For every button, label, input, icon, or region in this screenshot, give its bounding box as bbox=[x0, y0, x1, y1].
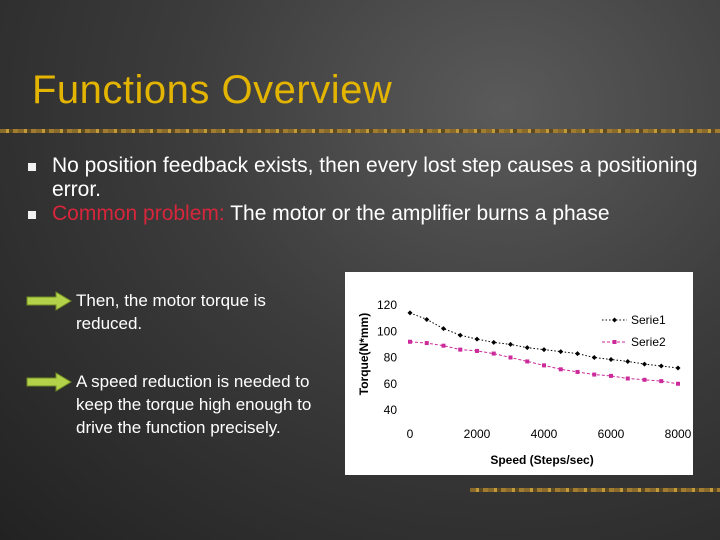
y-tick-label: 80 bbox=[384, 351, 398, 365]
subpoint: Then, the motor torque is reduced. bbox=[26, 289, 336, 335]
legend-marker bbox=[612, 317, 617, 323]
data-point bbox=[542, 363, 546, 368]
data-point bbox=[525, 359, 530, 364]
data-point bbox=[558, 349, 564, 355]
bullet-text: The motor or the amplifier burns a phase bbox=[224, 202, 610, 225]
x-tick-label: 6000 bbox=[598, 427, 625, 441]
right-arrow-icon bbox=[26, 372, 72, 392]
data-point bbox=[491, 351, 496, 356]
y-tick-label: 60 bbox=[384, 377, 398, 391]
slide-title: Functions Overview bbox=[32, 68, 393, 112]
data-point bbox=[424, 316, 430, 322]
y-tick-label: 100 bbox=[377, 324, 397, 338]
bullet-item: No position feedback exists, then every … bbox=[22, 154, 702, 202]
bottom-divider bbox=[470, 488, 720, 492]
data-point bbox=[408, 339, 412, 344]
data-point bbox=[608, 356, 614, 362]
data-point bbox=[659, 379, 664, 384]
data-point bbox=[491, 339, 497, 345]
data-point bbox=[625, 376, 630, 381]
subpoint-text: A speed reduction is needed to keep the … bbox=[76, 372, 312, 437]
data-point bbox=[642, 377, 647, 382]
data-point bbox=[609, 373, 613, 378]
bullet-marker-icon bbox=[28, 211, 36, 219]
data-point bbox=[475, 348, 479, 353]
y-axis-label: Torque(N*mm) bbox=[357, 313, 371, 395]
data-point bbox=[474, 336, 480, 342]
right-arrow-icon bbox=[26, 291, 72, 311]
x-tick-label: 2000 bbox=[464, 427, 491, 441]
data-point bbox=[591, 355, 597, 360]
data-point bbox=[508, 341, 513, 347]
data-point bbox=[558, 367, 563, 372]
data-point bbox=[592, 372, 597, 377]
y-tick-label: 120 bbox=[377, 298, 397, 312]
legend-label: Serie1 bbox=[631, 313, 666, 327]
data-point bbox=[675, 365, 681, 371]
data-point bbox=[625, 358, 631, 364]
bullet-highlight: Common problem: bbox=[52, 202, 225, 225]
data-point bbox=[575, 351, 580, 357]
y-tick-label: 40 bbox=[384, 403, 398, 417]
data-point bbox=[441, 326, 446, 332]
data-point bbox=[457, 332, 463, 338]
data-point bbox=[407, 310, 413, 316]
x-tick-label: 8000 bbox=[665, 427, 692, 441]
data-point bbox=[508, 355, 513, 360]
bullet-text: No position feedback exists, then every … bbox=[52, 154, 698, 201]
data-point bbox=[524, 345, 530, 351]
data-point bbox=[658, 363, 664, 369]
data-point bbox=[541, 347, 547, 353]
x-axis-label: Speed (Steps/sec) bbox=[490, 453, 593, 467]
data-point bbox=[642, 361, 647, 367]
legend-label: Serie2 bbox=[631, 335, 666, 349]
chart-panel: Torque(N*mm) Speed (Steps/sec) 40 60 80 100… bbox=[345, 272, 693, 475]
x-tick-label: 4000 bbox=[531, 427, 558, 441]
x-tick-label: 0 bbox=[407, 427, 414, 441]
bullet-item: Common problem: The motor or the amplifi… bbox=[22, 202, 702, 226]
legend-marker bbox=[612, 340, 617, 344]
data-point bbox=[441, 343, 446, 348]
data-point bbox=[676, 381, 680, 386]
data-point bbox=[424, 341, 429, 346]
data-point bbox=[458, 347, 463, 352]
bullet-list: No position feedback exists, then every … bbox=[22, 154, 702, 226]
data-point bbox=[575, 369, 580, 374]
torque-speed-chart: Torque(N*mm) Speed (Steps/sec) 40 60 80 100… bbox=[357, 298, 692, 467]
bullet-marker-icon bbox=[28, 163, 36, 171]
subpoint-text: Then, the motor torque is reduced. bbox=[76, 291, 266, 333]
title-divider bbox=[0, 129, 720, 133]
subpoint: A speed reduction is needed to keep the … bbox=[26, 370, 336, 439]
